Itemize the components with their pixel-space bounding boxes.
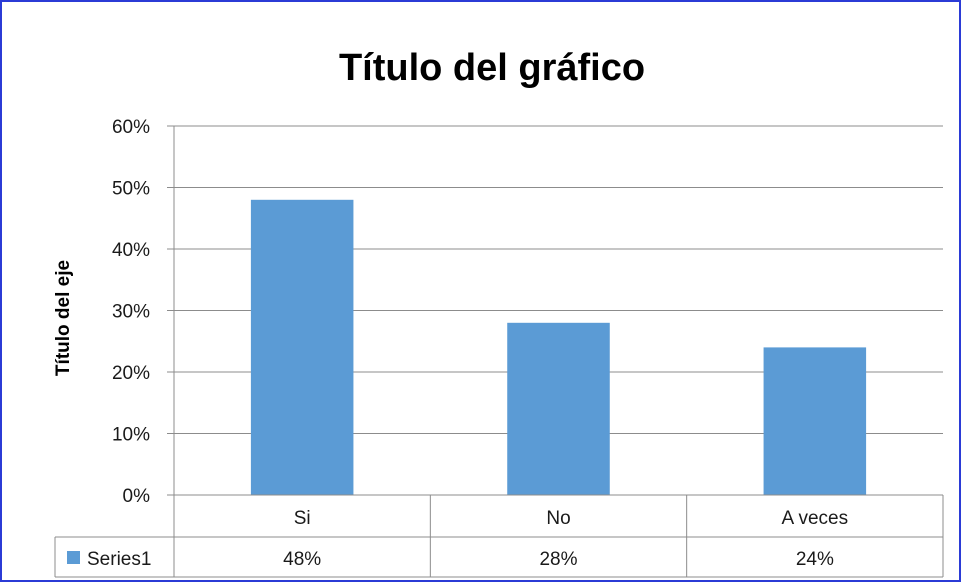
data-label: 48%: [283, 549, 321, 570]
y-tick-label: 10%: [112, 425, 150, 446]
bar: [507, 322, 610, 495]
data-label: 24%: [796, 549, 834, 570]
category-label: Si: [294, 508, 311, 529]
y-axis-title: Título del eje: [53, 260, 74, 376]
y-tick-label: 50%: [112, 179, 150, 200]
chart-title: Título del gráfico: [339, 47, 645, 89]
legend-key: [67, 551, 80, 564]
category-label: No: [546, 508, 570, 529]
series-name: Series1: [87, 549, 151, 570]
data-table: Si No A veces Series1 48% 28% 24%: [54, 494, 944, 578]
y-tick-label: 20%: [112, 363, 150, 384]
category-label: A veces: [782, 508, 849, 529]
y-tick-label: 30%: [112, 302, 150, 323]
bar: [250, 199, 354, 496]
y-tick-label: 40%: [112, 240, 150, 261]
bar: [763, 347, 867, 495]
bars: [250, 199, 867, 496]
y-axis-ticks: 0% 10% 20% 30% 40% 50% 60%: [112, 117, 150, 507]
y-tick-label: 0%: [123, 486, 151, 507]
data-label: 28%: [539, 549, 577, 570]
y-tick-label: 60%: [112, 117, 150, 138]
